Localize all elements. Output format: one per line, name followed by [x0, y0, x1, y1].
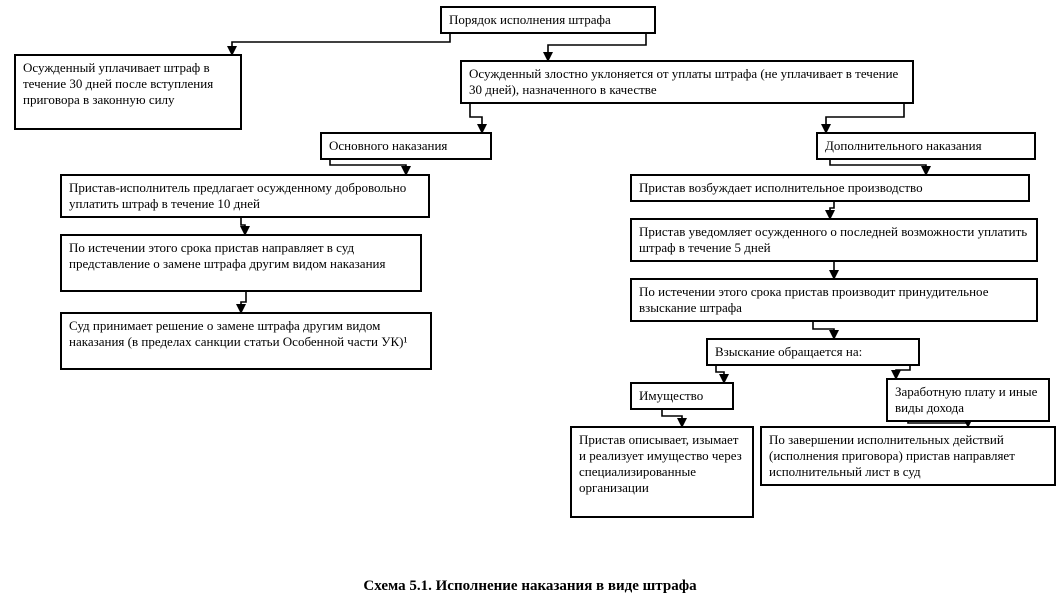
flow-node-n-property: Имущество: [630, 382, 734, 410]
flow-node-n-levy-on: Взыскание обращается на:: [706, 338, 920, 366]
edge-n-evades-to-n-main-pun: [470, 102, 482, 132]
diagram-caption: Схема 5.1. Исполнение наказания в виде ш…: [0, 578, 1060, 595]
flow-node-text: Взыскание обращается на:: [715, 344, 862, 359]
flow-node-n-describe: Пристав описывает, изымает и реализует и…: [570, 426, 754, 518]
edge-n-root-to-n-pays: [232, 30, 450, 54]
flow-node-text: Пристав возбуждает исполнительное произв…: [639, 180, 923, 195]
flow-node-text: Пристав описывает, изымает и реализует и…: [579, 432, 742, 495]
flow-node-n-main-pun: Основного наказания: [320, 132, 492, 160]
flow-node-n-forced: По истечении этого срока пристав произво…: [630, 278, 1038, 322]
flow-node-text: Суд принимает решение о замене штрафа др…: [69, 318, 407, 349]
flow-node-n-court-dec: Суд принимает решение о замене штрафа др…: [60, 312, 432, 370]
flow-node-n-add-pun: Дополнительного наказания: [816, 132, 1036, 160]
edge-n-forced-to-n-levy-on: [813, 320, 834, 338]
flow-node-text: По истечении этого срока пристав направл…: [69, 240, 385, 271]
flow-node-text: Пристав уведомляет осужденного о последн…: [639, 224, 1027, 255]
flow-node-text: По истечении этого срока пристав произво…: [639, 284, 988, 315]
flow-node-n-pays: Осужденный уплачивает штраф в течение 30…: [14, 54, 242, 130]
flow-node-text: Дополнительного наказания: [825, 138, 982, 153]
flow-node-n-exec-proc: Пристав возбуждает исполнительное произв…: [630, 174, 1030, 202]
flow-node-n-salary: Заработную плату и иные виды дохода: [886, 378, 1050, 422]
flow-node-n-notify-5: Пристав уведомляет осужденного о последн…: [630, 218, 1038, 262]
diagram-canvas: Порядок исполнения штрафа Осужденный упла…: [0, 0, 1060, 602]
edge-n-to-court-to-n-court-dec: [241, 292, 246, 312]
edge-n-bailiff-10-to-n-to-court: [241, 216, 245, 234]
flow-node-n-bailiff-10: Пристав-исполнитель предлагает осужденно…: [60, 174, 430, 218]
flow-node-n-to-court: По истечении этого срока пристав направл…: [60, 234, 422, 292]
flow-node-text: Основного наказания: [329, 138, 447, 153]
flow-node-text: Заработную плату и иные виды дохода: [895, 384, 1037, 415]
flow-node-n-finish: По завершении исполнительных действий (и…: [760, 426, 1056, 486]
edge-n-root-to-n-evades: [548, 30, 646, 60]
flow-node-text: Имущество: [639, 388, 703, 403]
flow-node-text: Осужденный злостно уклоняется от уплаты …: [469, 66, 898, 97]
flow-node-text: По завершении исполнительных действий (и…: [769, 432, 1015, 479]
flow-node-text: Порядок исполнения штрафа: [449, 12, 611, 27]
flow-node-n-root: Порядок исполнения штрафа: [440, 6, 656, 34]
edge-n-evades-to-n-add-pun: [826, 102, 904, 132]
flow-node-n-evades: Осужденный злостно уклоняется от уплаты …: [460, 60, 914, 104]
flow-node-text: Пристав-исполнитель предлагает осужденно…: [69, 180, 406, 211]
flow-node-text: Осужденный уплачивает штраф в течение 30…: [23, 60, 213, 107]
